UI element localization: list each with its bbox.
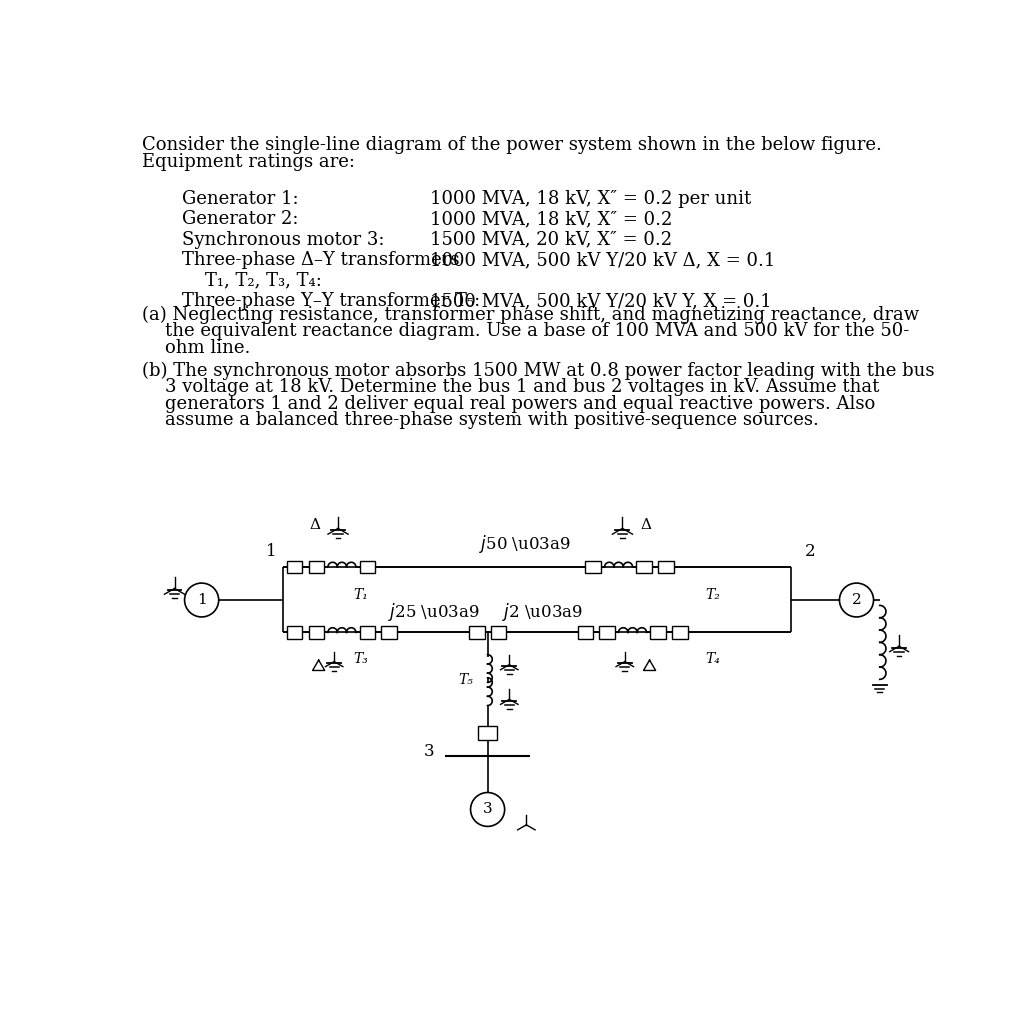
Text: T₄: T₄ — [706, 652, 721, 666]
Text: 1: 1 — [197, 593, 207, 607]
Circle shape — [840, 583, 873, 616]
Bar — [650, 627, 666, 639]
Bar — [478, 726, 497, 741]
Text: 1000 MVA, 500 kV Y/20 kV Δ, X = 0.1: 1000 MVA, 500 kV Y/20 kV Δ, X = 0.1 — [430, 251, 775, 269]
Text: $j$25 \u03a9: $j$25 \u03a9 — [388, 601, 480, 624]
Bar — [658, 561, 674, 573]
Bar — [308, 561, 324, 573]
Text: Δ: Δ — [309, 518, 321, 532]
Text: Three-phase Y–Y transformer T₅:: Three-phase Y–Y transformer T₅: — [182, 292, 480, 310]
Text: 3 voltage at 18 kV. Determine the bus 1 and bus 2 voltages in kV. Assume that: 3 voltage at 18 kV. Determine the bus 1 … — [142, 378, 880, 397]
Bar — [490, 627, 506, 639]
Text: Three-phase Δ–Y transformers: Three-phase Δ–Y transformers — [182, 251, 460, 269]
Text: T₁: T₁ — [353, 588, 368, 602]
Text: (b) The synchronous motor absorbs 1500 MW at 0.8 power factor leading with the b: (b) The synchronous motor absorbs 1500 M… — [142, 361, 935, 379]
Text: Generator 1:: Generator 1: — [182, 190, 299, 208]
Bar — [636, 561, 652, 573]
Text: 3: 3 — [482, 802, 493, 816]
Text: T₅: T₅ — [459, 673, 473, 687]
Bar — [359, 627, 375, 639]
Text: generators 1 and 2 deliver equal real powers and equal reactive powers. Also: generators 1 and 2 deliver equal real po… — [142, 395, 876, 413]
Text: $j$50 \u03a9: $j$50 \u03a9 — [479, 534, 570, 555]
Text: 1: 1 — [266, 543, 276, 560]
Text: ohm line.: ohm line. — [142, 339, 250, 357]
Text: T₂: T₂ — [706, 588, 721, 602]
Circle shape — [471, 792, 505, 826]
Text: (a) Neglecting resistance, transformer phase shift, and magnetizing reactance, d: (a) Neglecting resistance, transformer p… — [142, 306, 920, 324]
Bar — [308, 627, 324, 639]
Text: the equivalent reactance diagram. Use a base of 100 MVA and 500 kV for the 50-: the equivalent reactance diagram. Use a … — [142, 322, 909, 340]
Bar — [599, 627, 614, 639]
Text: 3: 3 — [424, 744, 435, 760]
Text: T₃: T₃ — [353, 652, 368, 666]
Bar — [381, 627, 397, 639]
Bar — [287, 627, 302, 639]
Text: Consider the single-line diagram of the power system shown in the below figure.: Consider the single-line diagram of the … — [142, 135, 882, 153]
Text: Equipment ratings are:: Equipment ratings are: — [142, 152, 355, 171]
Text: 2: 2 — [805, 543, 815, 560]
Text: 1000 MVA, 18 kV, X″ = 0.2 per unit: 1000 MVA, 18 kV, X″ = 0.2 per unit — [430, 190, 752, 208]
Bar — [469, 627, 484, 639]
Text: Synchronous motor 3:: Synchronous motor 3: — [182, 231, 385, 249]
Bar — [578, 627, 593, 639]
Text: $j$2 \u03a9: $j$2 \u03a9 — [502, 601, 584, 624]
Text: T₁, T₂, T₃, T₄:: T₁, T₂, T₃, T₄: — [182, 271, 323, 290]
Text: 1000 MVA, 18 kV, X″ = 0.2: 1000 MVA, 18 kV, X″ = 0.2 — [430, 210, 673, 228]
Text: 1500 MVA, 20 kV, X″ = 0.2: 1500 MVA, 20 kV, X″ = 0.2 — [430, 231, 673, 249]
Text: Generator 2:: Generator 2: — [182, 210, 299, 228]
Text: Δ: Δ — [640, 518, 651, 532]
Circle shape — [184, 583, 219, 616]
Text: 2: 2 — [852, 593, 861, 607]
Text: 1500 MVA, 500 kV Y/20 kV Y, X = 0.1: 1500 MVA, 500 kV Y/20 kV Y, X = 0.1 — [430, 292, 772, 310]
Bar — [359, 561, 375, 573]
Bar — [586, 561, 601, 573]
Text: assume a balanced three-phase system with positive-sequence sources.: assume a balanced three-phase system wit… — [142, 412, 819, 429]
Bar — [287, 561, 302, 573]
Bar — [672, 627, 687, 639]
